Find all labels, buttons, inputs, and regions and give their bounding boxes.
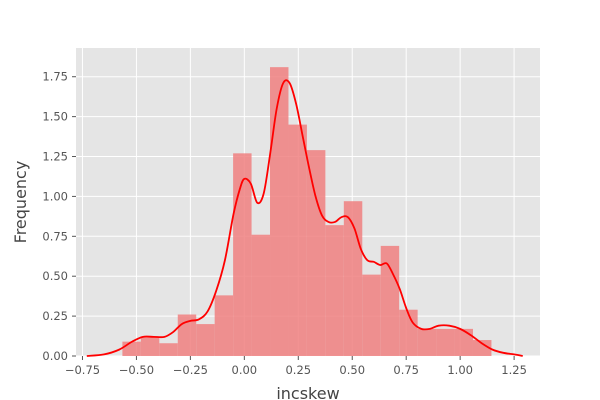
x-tick-label-7: 1.00 <box>447 363 473 377</box>
histogram-bar-4 <box>196 324 215 356</box>
histogram-bar-1 <box>140 336 160 356</box>
histogram-bar-17 <box>436 328 455 356</box>
x-tick-label-3: 0.00 <box>232 363 258 377</box>
x-tick-label-5: 0.50 <box>339 363 365 377</box>
x-tick-label-2: −0.25 <box>173 363 208 377</box>
x-tick-label-1: −0.50 <box>119 363 154 377</box>
histogram-bar-18 <box>454 328 473 356</box>
x-tick-label-8: 1.25 <box>501 363 527 377</box>
y-tick-label-4: 1.00 <box>42 189 68 203</box>
y-tick-label-1: 0.25 <box>42 309 68 323</box>
kde-curve <box>86 79 523 357</box>
histogram-bar-0 <box>122 341 141 356</box>
x-tick-label-4: 0.25 <box>285 363 311 377</box>
y-axis-ticks: 0.00 0.25 0.50 0.75 1.00 1.25 1.50 1.75 <box>42 70 76 363</box>
y-tick-label-6: 1.50 <box>42 110 68 124</box>
histogram-bar-7 <box>251 234 271 356</box>
y-tick-label-5: 1.25 <box>42 150 68 164</box>
histogram-bar-19 <box>472 340 492 356</box>
y-axis-label: Frequency <box>11 161 30 244</box>
x-axis-label: incskew <box>276 384 339 400</box>
y-tick-label-7: 1.75 <box>42 70 68 84</box>
histogram-bar-16 <box>417 328 437 356</box>
y-tick-label-2: 0.50 <box>42 269 68 283</box>
histogram-bar-14 <box>380 245 400 356</box>
x-tick-label-0: −0.75 <box>65 363 100 377</box>
histogram-bar-9 <box>288 124 307 356</box>
histogram-bar-13 <box>362 274 381 356</box>
histogram-bar-2 <box>159 343 178 356</box>
histogram-bar-15 <box>399 309 418 356</box>
y-tick-label-0: 0.00 <box>42 349 68 363</box>
histogram-bar-10 <box>306 150 326 356</box>
histogram-bar-8 <box>270 67 289 356</box>
y-tick-label-3: 0.75 <box>42 229 68 243</box>
x-tick-label-6: 0.75 <box>393 363 419 377</box>
histogram-bar-6 <box>233 153 252 356</box>
x-axis-ticks: −0.75 −0.50 −0.25 0.00 0.25 0.50 0.75 1.00 1.25 <box>65 356 527 377</box>
histogram-bar-3 <box>177 314 197 356</box>
histogram-bar-5 <box>214 295 234 356</box>
kde-curve-group <box>86 79 523 357</box>
histogram-bar-11 <box>325 225 344 356</box>
